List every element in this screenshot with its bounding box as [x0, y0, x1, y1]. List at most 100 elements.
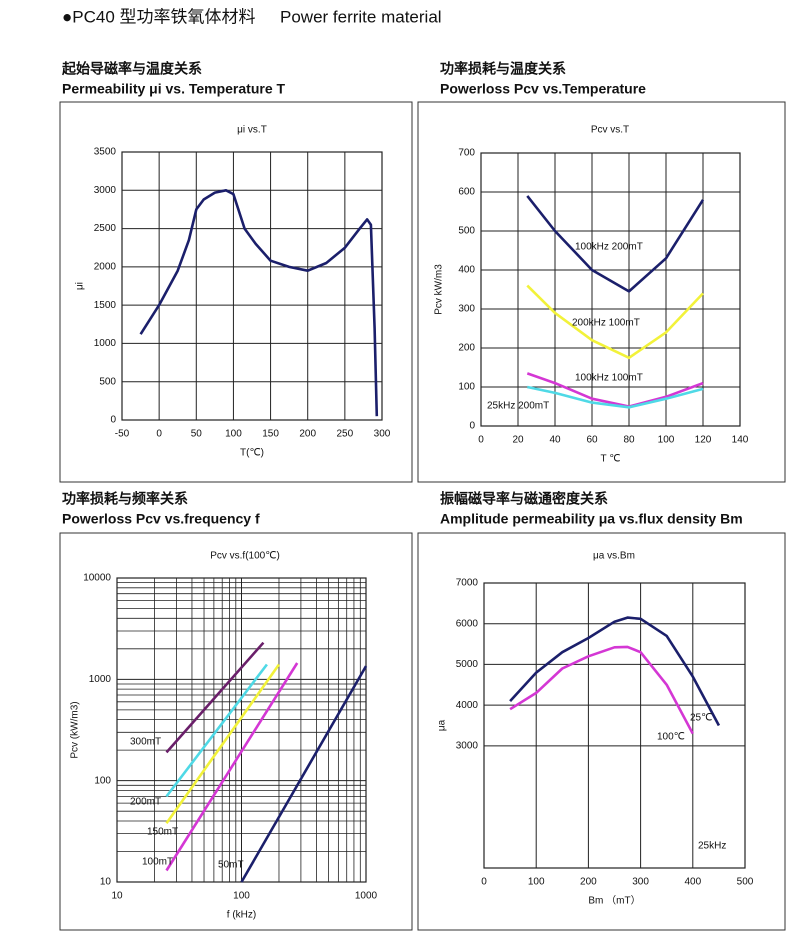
y-tick-label: 300	[458, 304, 475, 315]
x-tick-label: 200	[299, 429, 316, 440]
x-tick-label: 500	[737, 877, 754, 888]
y-tick-label: 5000	[456, 659, 479, 670]
y-tick-label: 600	[458, 187, 475, 198]
x-tick-label: 50	[191, 429, 203, 440]
series-label: 25℃	[690, 713, 712, 724]
y-tick-label: 500	[99, 376, 116, 387]
y-tick-label: 10	[100, 877, 112, 888]
x-axis-label: f (kHz)	[227, 910, 256, 921]
panel-frame	[59, 532, 413, 931]
chart-title: Pcv vs.f(100℃)	[210, 551, 280, 562]
x-axis-label: T ℃	[601, 454, 621, 465]
y-tick-label: 4000	[456, 700, 479, 711]
series-label: 150mT	[147, 827, 178, 838]
y-tick-label: 0	[110, 415, 116, 426]
series-label: 100kHz 100mT	[575, 373, 643, 384]
y-tick-label: 3000	[456, 740, 479, 751]
series-line	[527, 385, 704, 409]
chart-caption-cn: 功率损耗与频率关系	[62, 491, 188, 507]
chart-caption-en: Amplitude permeability μa vs.flux densit…	[440, 511, 743, 527]
x-tick-label: 0	[478, 435, 484, 446]
series-label: 100℃	[657, 732, 685, 743]
y-tick-label: 400	[458, 265, 475, 276]
chart-title: Pcv vs.T	[591, 125, 629, 136]
chart-title: μi vs.T	[237, 125, 267, 136]
series-label: 50mT	[218, 860, 244, 871]
x-tick-label: 100	[658, 435, 675, 446]
x-tick-label: 250	[337, 429, 354, 440]
y-tick-label: 6000	[456, 618, 479, 629]
x-tick-label: 100	[233, 891, 250, 902]
y-tick-label: 100	[458, 382, 475, 393]
chart-caption-cn: 振幅磁导率与磁通密度关系	[440, 491, 608, 507]
series-label: 300mT	[130, 737, 161, 748]
x-tick-label: 20	[512, 435, 524, 446]
series-line	[165, 662, 299, 872]
series-label: 200mT	[130, 797, 161, 808]
plot-area	[483, 582, 746, 869]
series-line	[509, 616, 721, 727]
chart-caption-en: Powerloss Pcv vs.Temperature	[440, 81, 646, 97]
series-line	[240, 665, 368, 883]
series-label: 100kHz 200mT	[575, 242, 643, 253]
x-tick-label: 400	[684, 877, 701, 888]
series-label: 25kHz 200mT	[487, 401, 549, 412]
x-tick-label: 100	[225, 429, 242, 440]
y-tick-label: 2500	[94, 223, 117, 234]
panel-frame	[417, 532, 786, 931]
panel-frame	[417, 101, 786, 483]
series-line	[526, 284, 704, 360]
y-tick-label: 0	[469, 421, 475, 432]
panel-frame	[59, 101, 413, 483]
x-tick-label: 120	[695, 435, 712, 446]
y-tick-label: 1000	[89, 674, 112, 685]
x-tick-label: 140	[732, 435, 749, 446]
y-axis-label: Pcv (kW/m3)	[70, 701, 81, 758]
series-line	[165, 641, 265, 754]
x-tick-label: 100	[528, 877, 545, 888]
y-axis-label: μi	[75, 282, 86, 290]
chart-caption-en: Powerloss Pcv vs.frequency f	[62, 511, 260, 527]
x-tick-label: 1000	[355, 891, 378, 902]
series-label: 200kHz 100mT	[572, 318, 640, 329]
y-axis-label: μa	[437, 719, 448, 731]
x-tick-label: 300	[632, 877, 649, 888]
chart-title: μa vs.Bm	[593, 551, 635, 562]
y-tick-label: 500	[458, 226, 475, 237]
x-tick-label: 300	[374, 429, 391, 440]
chart-caption-cn: 起始导磁率与温度关系	[61, 61, 202, 77]
y-tick-label: 10000	[83, 573, 111, 584]
x-tick-label: 40	[549, 435, 561, 446]
x-tick-label: 80	[623, 435, 635, 446]
series-line	[165, 663, 268, 798]
y-tick-label: 2000	[94, 261, 117, 272]
x-tick-label: 0	[481, 877, 487, 888]
y-tick-label: 100	[94, 775, 111, 786]
series-label: 100mT	[142, 857, 173, 868]
series-line	[526, 372, 704, 408]
annotation: 25kHz	[698, 841, 726, 852]
y-tick-label: 7000	[456, 578, 479, 589]
y-tick-label: 200	[458, 343, 475, 354]
chart-caption-cn: 功率损耗与温度关系	[440, 61, 566, 77]
series-line	[139, 189, 379, 417]
series-line	[526, 195, 705, 293]
header-title-en: Power ferrite material	[280, 7, 442, 26]
x-axis-label: Bm （mT）	[588, 895, 640, 907]
x-tick-label: 10	[111, 891, 123, 902]
y-tick-label: 3500	[94, 147, 117, 158]
x-axis-label: T(℃)	[240, 448, 264, 459]
x-tick-label: -50	[115, 429, 130, 440]
y-tick-label: 700	[458, 148, 475, 159]
y-axis-label: Pcv kW/m3	[434, 264, 445, 315]
y-tick-label: 1500	[94, 300, 117, 311]
plot-area	[121, 151, 383, 421]
x-tick-label: 200	[580, 877, 597, 888]
x-tick-label: 150	[262, 429, 279, 440]
x-tick-label: 0	[156, 429, 162, 440]
header-title-cn: ●PC40 型功率铁氧体材料	[62, 7, 256, 26]
series-line	[509, 645, 694, 735]
chart-caption-en: Permeability μi vs. Temperature T	[62, 81, 286, 97]
x-tick-label: 60	[586, 435, 598, 446]
